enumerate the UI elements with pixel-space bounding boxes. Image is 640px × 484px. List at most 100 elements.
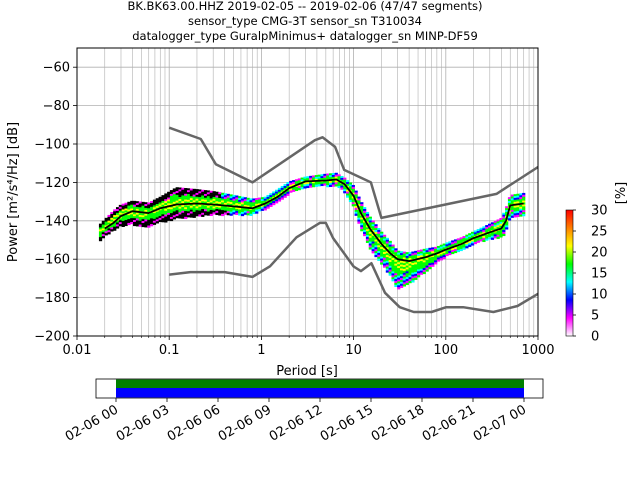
heatmap-cell	[263, 198, 267, 201]
heatmap-cell	[144, 209, 148, 213]
heatmap-cell	[408, 281, 412, 284]
heatmap-cell	[135, 201, 140, 204]
heatmap-cell	[124, 221, 128, 225]
heatmap-cell	[226, 211, 230, 214]
heatmap-cell	[212, 196, 216, 200]
heatmap-cell	[189, 203, 194, 207]
heatmap-cell	[110, 215, 114, 219]
title-line-2: sensor_type CMG-3T sensor_sn T310034	[188, 14, 422, 28]
heatmap-cell	[476, 231, 480, 234]
heatmap-cell	[223, 195, 228, 198]
heatmap-cell	[306, 178, 310, 181]
heatmap-cell	[505, 223, 509, 226]
heatmap-cell	[493, 234, 497, 237]
heatmap-cell	[201, 193, 205, 196]
heatmap-cell	[385, 266, 389, 269]
heatmap-cell	[147, 214, 151, 217]
heatmap-cell	[311, 175, 316, 178]
heatmap-cell	[167, 218, 171, 221]
heatmap-cell	[206, 213, 211, 216]
heatmap-cell	[363, 207, 367, 210]
heatmap-cell	[434, 254, 438, 257]
heatmap-cell	[223, 197, 228, 200]
heatmap-cell	[133, 204, 137, 207]
heatmap-cell	[104, 233, 108, 236]
heatmap-cell	[221, 198, 225, 201]
heatmap-cell	[206, 194, 211, 197]
heatmap-cell	[135, 216, 140, 219]
heatmap-cell	[397, 283, 401, 286]
heatmap-cell	[215, 197, 219, 200]
heatmap-cell	[135, 206, 140, 210]
heatmap-cell	[436, 257, 441, 260]
heatmap-cell	[249, 207, 253, 211]
heatmap-cell	[206, 200, 211, 203]
heatmap-cell	[223, 206, 228, 209]
heatmap-cell	[221, 196, 225, 199]
heatmap-cell	[516, 207, 520, 210]
heatmap-cell	[144, 221, 148, 224]
heatmap-cell	[388, 273, 392, 276]
heatmap-cell	[380, 239, 384, 242]
heatmap-cell	[172, 188, 176, 191]
heatmap-cell	[360, 223, 364, 226]
heatmap-cell	[346, 180, 350, 183]
heatmap-cell	[209, 190, 213, 193]
heatmap-cell	[365, 235, 370, 238]
heatmap-cell	[167, 212, 171, 216]
heatmap-cell	[311, 181, 316, 184]
heatmap-cell	[328, 182, 333, 186]
psd-heatmap	[98, 172, 526, 290]
heatmap-cell	[516, 214, 520, 218]
heatmap-cell	[107, 230, 111, 233]
heatmap-cell	[348, 197, 353, 201]
heatmap-cell	[445, 244, 449, 247]
heatmap-cell	[138, 222, 142, 225]
heatmap-cell	[201, 197, 205, 200]
heatmap-cell	[186, 201, 191, 204]
heatmap-cell	[397, 279, 401, 282]
heatmap-cell	[184, 188, 188, 191]
heatmap-cell	[360, 219, 364, 222]
heatmap-cell	[218, 207, 222, 210]
heatmap-cell	[456, 249, 460, 253]
heatmap-cell	[490, 233, 495, 237]
heatmap-cell	[309, 185, 313, 188]
heatmap-cell	[189, 190, 194, 193]
heatmap-cell	[189, 205, 194, 209]
heatmap-cell	[124, 202, 128, 205]
heatmap-cell	[519, 195, 523, 198]
heatmap-cell	[249, 206, 253, 209]
heatmap-cell	[382, 236, 387, 239]
heatmap-cell	[365, 240, 370, 243]
heatmap-cell	[363, 233, 367, 237]
heatmap-cell	[465, 234, 469, 237]
colorbar-label: [%]	[614, 182, 629, 205]
heatmap-cell	[118, 210, 123, 213]
heatmap-cell	[118, 222, 123, 225]
heatmap-cell	[351, 186, 355, 190]
heatmap-cell	[343, 189, 347, 192]
heatmap-cell	[235, 210, 239, 214]
heatmap-cell	[382, 255, 387, 259]
heatmap-cell	[101, 230, 105, 233]
heatmap-cell	[363, 230, 367, 233]
heatmap-cell	[169, 203, 174, 206]
heatmap-cell	[502, 233, 506, 237]
heatmap-cell	[175, 212, 179, 215]
heatmap-cell	[184, 205, 188, 208]
heatmap-cell	[499, 231, 503, 234]
heatmap-cell	[221, 206, 225, 209]
heatmap-cell	[434, 262, 438, 265]
heatmap-cell	[414, 273, 418, 277]
heatmap-cell	[198, 191, 202, 194]
heatmap-cell	[144, 204, 148, 207]
heatmap-cell	[505, 225, 509, 228]
heatmap-cell	[368, 220, 372, 223]
heatmap-cell	[155, 205, 159, 209]
heatmap-cell	[209, 204, 213, 207]
heatmap-cell	[431, 258, 435, 262]
heatmap-cell	[124, 218, 128, 221]
heatmap-cell	[380, 241, 384, 244]
